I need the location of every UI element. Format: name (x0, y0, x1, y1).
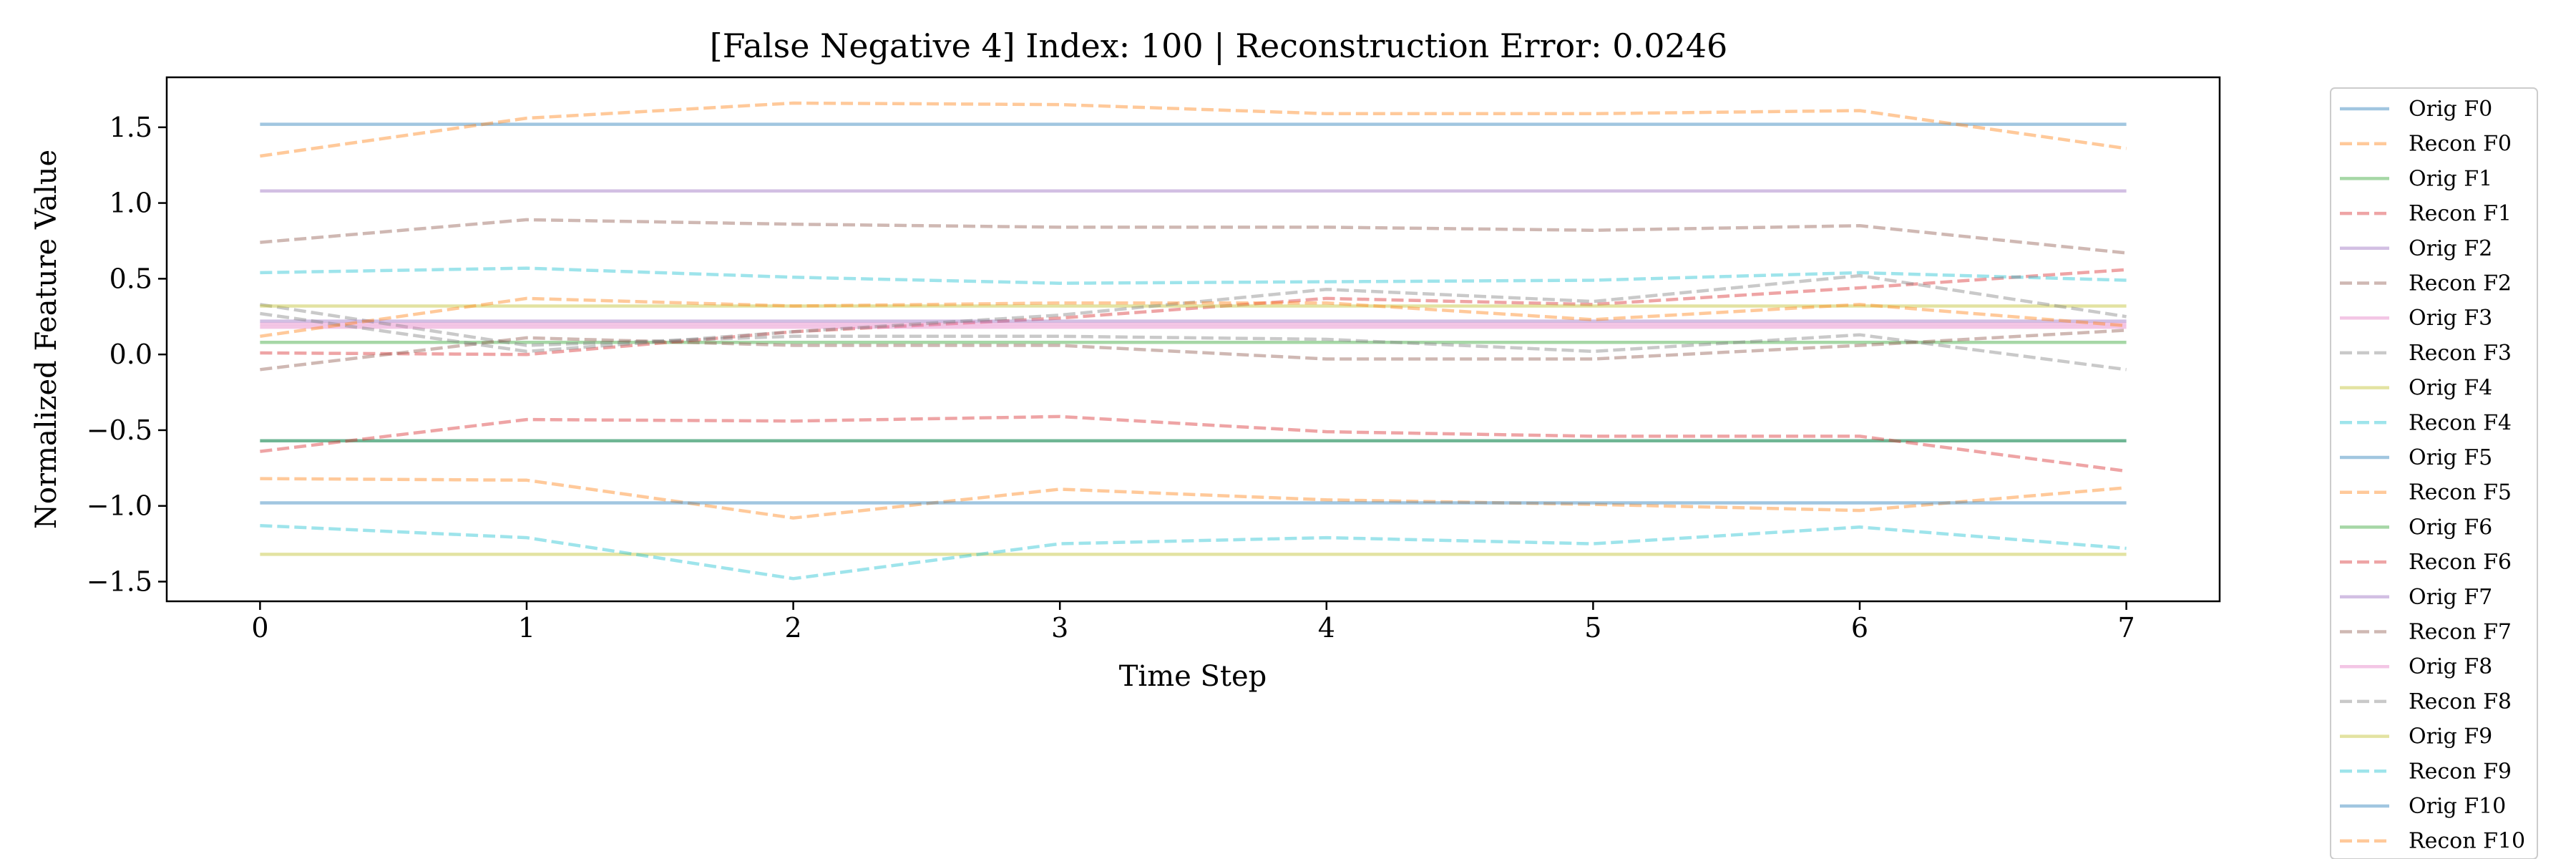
x-tick-label: 4 (1318, 612, 1335, 644)
y-tick-label: 0.0 (109, 339, 152, 370)
legend-label: Recon F6 (2409, 550, 2512, 575)
y-tick-label: 1.5 (109, 112, 152, 143)
x-tick-label: 2 (785, 612, 802, 644)
y-tick-label: 1.0 (109, 188, 152, 219)
legend-label: Recon F2 (2409, 271, 2512, 296)
legend-label: Recon F1 (2409, 201, 2512, 226)
series-line-recon-f1 (260, 268, 2127, 356)
legend-label: Orig F5 (2409, 445, 2492, 470)
series-line-recon-f6 (260, 414, 2127, 473)
series-line-recon-f8 (260, 273, 2127, 354)
legend-label: Orig F6 (2409, 515, 2492, 540)
legend-label: Recon F3 (2409, 341, 2512, 366)
legend-label: Orig F2 (2409, 236, 2492, 261)
x-tick-label: 0 (251, 612, 268, 644)
series-line-recon-f10 (260, 296, 2127, 339)
legend-label: Recon F0 (2409, 132, 2512, 157)
y-axis-label: Normalized Feature Value (30, 150, 63, 529)
series-line-recon-f2 (260, 218, 2127, 255)
x-axis-label: Time Step (1119, 660, 1267, 693)
legend-label: Recon F9 (2409, 759, 2512, 784)
x-tick-label: 5 (1584, 612, 1601, 644)
series-line-recon-f4 (260, 266, 2127, 285)
legend-label: Recon F8 (2409, 689, 2512, 714)
x-tick-label: 6 (1851, 612, 1868, 644)
legend-label: Orig F8 (2409, 654, 2492, 679)
legend-label: Orig F10 (2409, 794, 2506, 819)
x-tick-label: 1 (518, 612, 535, 644)
x-tick-label: 7 (2117, 612, 2135, 644)
plot-area (165, 76, 2221, 603)
legend-label: Orig F4 (2409, 376, 2492, 401)
legend-label: Recon F7 (2409, 620, 2512, 645)
legend-label: Orig F7 (2409, 585, 2492, 610)
series-line-recon-f0 (260, 101, 2127, 158)
legend-box (2330, 87, 2538, 859)
series-line-recon-f7 (260, 329, 2127, 372)
series-line-recon-f9 (260, 523, 2127, 581)
y-axis: 1.5 1.0 0.5 0.0 −0.5 −1.0 −1.5 (87, 112, 167, 597)
y-tick-label: −1.5 (87, 566, 152, 597)
y-tick-label: 0.5 (109, 263, 152, 294)
legend-label: Orig F0 (2409, 97, 2492, 122)
legend-label: Recon F5 (2409, 480, 2512, 505)
legend: Orig F0 Recon F0 Orig F1 Recon F1 Orig F2 Rec… (2330, 87, 2538, 859)
legend-label: Orig F9 (2409, 724, 2492, 749)
legend-label: Recon F4 (2409, 410, 2512, 435)
series-line-recon-f5 (260, 477, 2127, 520)
series-line-recon-f3 (260, 303, 2127, 372)
y-tick-label: −1.0 (87, 490, 152, 522)
legend-label: Orig F1 (2409, 166, 2492, 191)
chart-title: [False Negative 4] Index: 100 | Reconstr… (710, 26, 1727, 65)
y-tick-label: −0.5 (87, 414, 152, 446)
legend-label: Orig F3 (2409, 306, 2492, 331)
x-axis: 0 1 2 3 4 5 6 7 (251, 601, 2135, 644)
legend-label: Recon F10 (2409, 829, 2525, 854)
series-layer (260, 101, 2127, 581)
x-tick-label: 3 (1051, 612, 1068, 644)
